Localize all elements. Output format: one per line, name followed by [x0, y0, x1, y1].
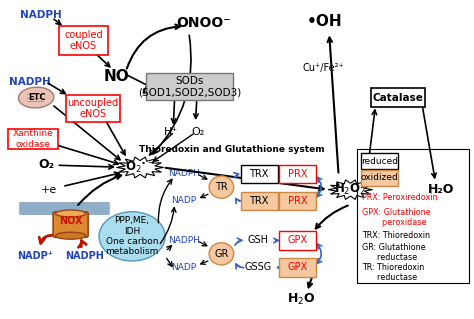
Text: PPP,ME,
IDH
One carbon
metabolism: PPP,ME, IDH One carbon metabolism	[105, 216, 159, 256]
Text: •OH: •OH	[307, 14, 342, 29]
Text: TRX: TRX	[249, 169, 269, 179]
Text: GPX: GPX	[287, 235, 308, 246]
Text: NADPH: NADPH	[9, 77, 51, 87]
Text: TRX: Thioredoxin: TRX: Thioredoxin	[362, 231, 430, 240]
Text: NADP: NADP	[172, 263, 197, 272]
Polygon shape	[328, 180, 373, 199]
FancyBboxPatch shape	[66, 95, 120, 122]
FancyBboxPatch shape	[371, 88, 425, 108]
Ellipse shape	[209, 176, 234, 198]
Text: H$_2$O: H$_2$O	[287, 292, 315, 308]
Text: GSH: GSH	[248, 235, 269, 246]
Text: TR: Thioredoxin
      reductase: TR: Thioredoxin reductase	[362, 263, 424, 282]
Text: PRX: PRX	[288, 196, 307, 206]
Text: Cu⁺/Fe²⁺: Cu⁺/Fe²⁺	[302, 63, 345, 73]
Text: GPX: GPX	[287, 263, 308, 272]
FancyBboxPatch shape	[8, 129, 58, 149]
Text: O₂: O₂	[191, 127, 205, 137]
Ellipse shape	[209, 243, 234, 265]
Ellipse shape	[55, 210, 86, 217]
FancyBboxPatch shape	[279, 192, 316, 210]
FancyBboxPatch shape	[146, 73, 234, 100]
FancyBboxPatch shape	[59, 26, 108, 55]
Ellipse shape	[18, 87, 54, 108]
Text: NO: NO	[104, 70, 129, 85]
Text: PRX: PRX	[288, 169, 307, 179]
FancyBboxPatch shape	[53, 212, 88, 237]
Text: O$_2$$^{\bullet-}$: O$_2$$^{\bullet-}$	[125, 160, 155, 175]
Text: Thioredoxin and Glutathione system: Thioredoxin and Glutathione system	[139, 145, 325, 154]
Text: NADPH: NADPH	[20, 10, 62, 20]
Text: GR: Glutathione
      reductase: GR: Glutathione reductase	[362, 243, 425, 263]
FancyBboxPatch shape	[241, 165, 278, 183]
Ellipse shape	[55, 232, 86, 239]
Text: oxidized: oxidized	[360, 173, 398, 182]
Text: H$_2$O$_2$: H$_2$O$_2$	[334, 182, 366, 197]
FancyBboxPatch shape	[241, 192, 278, 210]
Text: +e: +e	[41, 185, 57, 195]
Text: ONOO⁻: ONOO⁻	[177, 16, 231, 30]
Text: NADPH: NADPH	[65, 251, 104, 261]
Polygon shape	[117, 157, 164, 178]
FancyBboxPatch shape	[361, 170, 398, 186]
Text: Catalase: Catalase	[372, 93, 423, 103]
Text: GR: GR	[214, 249, 228, 259]
FancyBboxPatch shape	[361, 153, 398, 169]
FancyBboxPatch shape	[279, 258, 316, 277]
Text: uncoupled
eNOS: uncoupled eNOS	[67, 98, 118, 120]
Text: NADP⁺: NADP⁺	[17, 251, 53, 261]
FancyBboxPatch shape	[279, 165, 316, 183]
Text: PRX: Peroxiredoxin: PRX: Peroxiredoxin	[362, 193, 438, 202]
Text: coupled
eNOS: coupled eNOS	[64, 30, 103, 51]
Text: NOX: NOX	[59, 216, 82, 226]
Text: GPX: Glutathione
        peroxidase: GPX: Glutathione peroxidase	[362, 208, 430, 227]
Text: TR: TR	[215, 182, 228, 192]
Text: NADPH: NADPH	[168, 169, 200, 178]
Text: NADP: NADP	[172, 196, 197, 205]
Text: H₂O: H₂O	[428, 183, 455, 197]
Text: TRX: TRX	[249, 196, 269, 206]
Text: NADPH: NADPH	[168, 236, 200, 245]
Text: GSSG: GSSG	[245, 263, 272, 272]
Text: SODs
(SOD1,SOD2,SOD3): SODs (SOD1,SOD2,SOD3)	[138, 76, 241, 97]
Text: O₂: O₂	[38, 158, 55, 171]
Text: reduced: reduced	[361, 157, 398, 166]
Text: ETC: ETC	[29, 93, 46, 102]
Text: H⁺: H⁺	[164, 127, 178, 137]
FancyBboxPatch shape	[279, 231, 316, 250]
Text: Xanthine
oxidase: Xanthine oxidase	[12, 129, 53, 149]
Ellipse shape	[99, 212, 165, 261]
